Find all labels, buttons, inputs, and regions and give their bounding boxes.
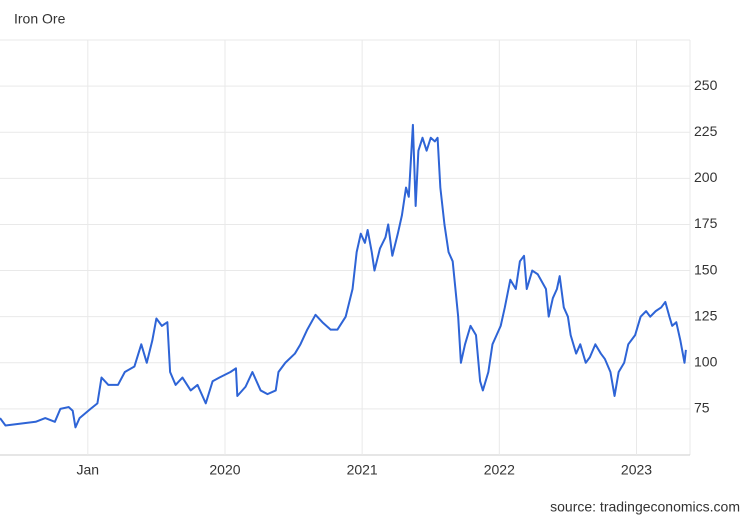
y-tick-label: 175 [694, 215, 718, 231]
x-tick-label: Jan [77, 462, 100, 478]
y-tick-label: 250 [694, 77, 718, 93]
chart-title: Iron Ore [14, 11, 66, 27]
x-tick-label: 2020 [209, 462, 240, 478]
y-tick-label: 75 [694, 400, 710, 416]
x-tick-label: 2021 [347, 462, 378, 478]
source: source: tradingeconomics.com [550, 499, 740, 515]
x-tick-label: 2023 [621, 462, 652, 478]
x-tick-label: 2022 [484, 462, 515, 478]
price-line [0, 123, 687, 429]
y-tick-label: 200 [694, 169, 718, 185]
y-tick-label: 125 [694, 307, 718, 323]
y-tick-label: 225 [694, 123, 718, 139]
y-tick-label: 100 [694, 353, 718, 369]
y-tick-label: 150 [694, 261, 718, 277]
